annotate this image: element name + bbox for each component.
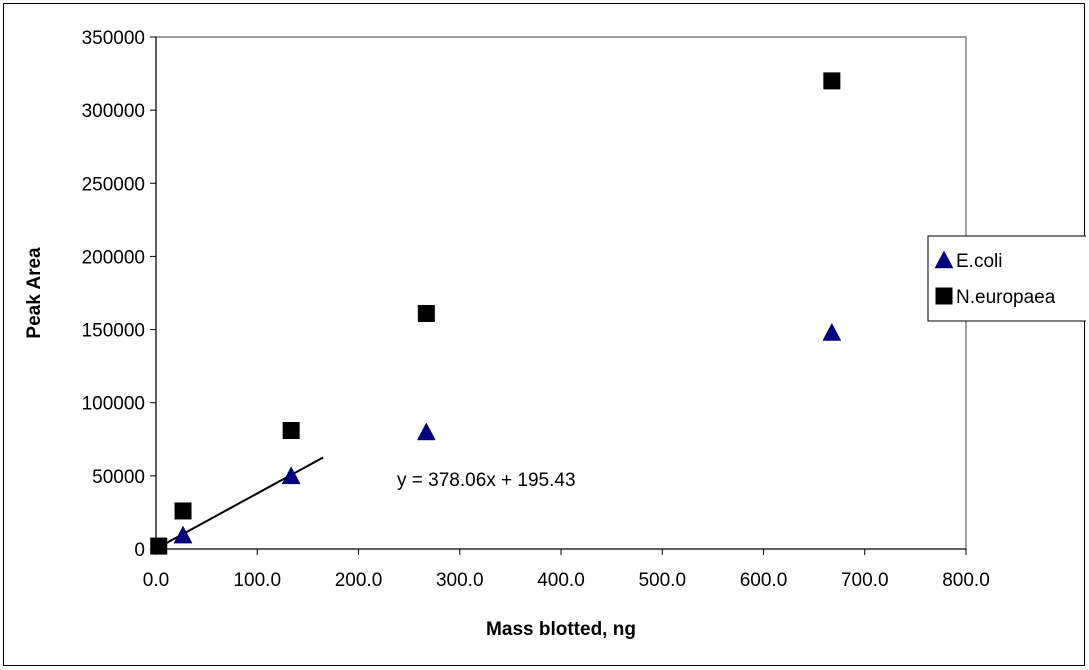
legend: E.coli N.europaea bbox=[927, 235, 1086, 322]
data-point-n-europaea bbox=[150, 537, 168, 555]
x-tick-label: 500.0 bbox=[638, 570, 686, 591]
x-tick-label: 400.0 bbox=[537, 570, 585, 591]
x-tick-label: 0.0 bbox=[143, 570, 169, 591]
x-tick-label: 200.0 bbox=[335, 570, 383, 591]
y-tick-label: 250000 bbox=[82, 174, 145, 195]
axes: 0 50000 100000 150000 200000 250000 300000 3500… bbox=[82, 28, 990, 591]
x-tick-label: 800.0 bbox=[942, 570, 990, 591]
data-point-n-europaea bbox=[417, 304, 435, 322]
x-tick-label: 100.0 bbox=[233, 570, 281, 591]
chart-frame: 0 50000 100000 150000 200000 250000 300000 3500… bbox=[3, 3, 1086, 666]
legend-marker bbox=[935, 287, 953, 305]
x-axis-title: Mass blotted, ng bbox=[486, 619, 636, 640]
data-point-e-coli bbox=[416, 422, 436, 441]
data-points bbox=[150, 72, 842, 555]
y-tick-label: 50000 bbox=[92, 467, 145, 488]
data-point-e-coli bbox=[281, 466, 301, 485]
y-tick-label: 0 bbox=[134, 540, 145, 561]
trendline-equation: y = 378.06x + 195.43 bbox=[397, 470, 576, 491]
legend-label: E.coli bbox=[956, 251, 1002, 272]
y-axis-title: Peak Area bbox=[24, 247, 45, 339]
data-point-e-coli bbox=[822, 322, 842, 341]
data-point-n-europaea bbox=[823, 72, 841, 90]
data-point-n-europaea bbox=[282, 422, 300, 440]
data-point-e-coli bbox=[173, 525, 193, 544]
data-point-n-europaea bbox=[174, 502, 192, 520]
scatter-chart: 0 50000 100000 150000 200000 250000 300000 3500… bbox=[24, 28, 1086, 640]
y-tick-label: 300000 bbox=[82, 101, 145, 122]
x-tick-label: 700.0 bbox=[841, 570, 889, 591]
y-tick-label: 150000 bbox=[82, 321, 145, 342]
y-tick-label: 350000 bbox=[82, 28, 145, 49]
x-tick-label: 600.0 bbox=[740, 570, 788, 591]
y-tick-label: 100000 bbox=[82, 394, 145, 415]
legend-marker bbox=[934, 250, 954, 269]
y-tick-label: 200000 bbox=[82, 247, 145, 268]
legend-box bbox=[927, 235, 1086, 322]
legend-label: N.europaea bbox=[956, 287, 1056, 308]
x-tick-label: 300.0 bbox=[436, 570, 484, 591]
plot-area bbox=[155, 36, 967, 550]
